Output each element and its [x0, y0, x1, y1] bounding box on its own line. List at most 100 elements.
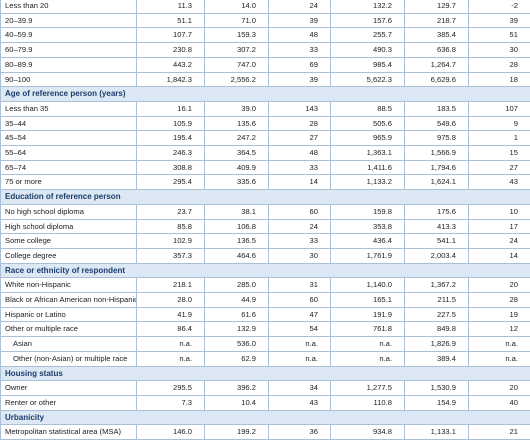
- data-row: Renter or other 7.3 10.4 43 110.8 154.9 40: [0, 394, 530, 411]
- cell: 490.3: [330, 42, 405, 58]
- cell: 16.1: [136, 100, 205, 117]
- cell: 60: [268, 203, 331, 220]
- cell: 1,566.9: [404, 145, 469, 161]
- cell: 135.6: [204, 115, 269, 132]
- cell: 285.0: [204, 277, 269, 294]
- row-label: Renter or other: [0, 394, 137, 411]
- cell: 39: [268, 71, 331, 88]
- cell: 107: [468, 100, 530, 117]
- cell: 51.1: [136, 12, 205, 29]
- cell: 24: [268, 218, 331, 235]
- cell: 86.4: [136, 321, 205, 338]
- cell: 23.7: [136, 203, 205, 220]
- cell: 27: [468, 159, 530, 176]
- section-row: Age of reference person (years): [0, 86, 530, 102]
- data-row: 55–64 246.3 364.5 48 1,363.1 1,566.9 15: [0, 145, 530, 161]
- cell: 62.9: [204, 350, 269, 367]
- cell: n.a.: [330, 336, 405, 352]
- cell: 41.9: [136, 306, 205, 323]
- data-row: 80–89.9 443.2 747.0 69 985.4 1,264.7 28: [0, 56, 530, 73]
- data-row: 20–39.9 51.1 71.0 39 157.6 218.7 39: [0, 12, 530, 29]
- cell: 33: [268, 159, 331, 176]
- cell: 389.4: [404, 350, 469, 367]
- cell: 38.1: [204, 203, 269, 220]
- cell: 40: [468, 394, 530, 411]
- cell: 30: [268, 247, 331, 264]
- row-label: 40–59.9: [0, 27, 137, 44]
- cell: 14: [468, 247, 530, 264]
- cell: 1,133.1: [404, 424, 469, 441]
- cell: 2,003.4: [404, 247, 469, 264]
- row-label: High school diploma: [0, 218, 137, 235]
- cell: 43: [268, 394, 331, 411]
- cell: 31: [268, 277, 331, 294]
- cell: 106.8: [204, 218, 269, 235]
- cell: 28: [268, 115, 331, 132]
- row-label: 90–100: [0, 71, 137, 88]
- cell: 17: [468, 218, 530, 235]
- section-title: Race or ethnicity of respondent: [0, 262, 530, 279]
- data-row: 65–74 308.8 409.9 33 1,411.6 1,794.6 27: [0, 159, 530, 176]
- cell: 14: [268, 174, 331, 191]
- cell: 34: [268, 380, 331, 396]
- cell: 24: [268, 0, 331, 14]
- cell: 385.4: [404, 27, 469, 44]
- cell: 357.3: [136, 247, 205, 264]
- cell: 1,277.5: [330, 380, 405, 396]
- row-label: Less than 35: [0, 100, 137, 117]
- row-label: Black or African American non-Hispanic: [0, 292, 137, 308]
- cell: -2: [468, 0, 530, 14]
- row-label: 45–54: [0, 130, 137, 147]
- cell: 636.8: [404, 42, 469, 58]
- data-row: 45–54 195.4 247.2 27 965.9 975.8 1: [0, 130, 530, 147]
- row-label: No high school diploma: [0, 203, 137, 220]
- cell: 48: [268, 145, 331, 161]
- data-row: College degree 357.3 464.6 30 1,761.9 2,003.4…: [0, 247, 530, 264]
- row-label: 65–74: [0, 159, 137, 176]
- cell: 110.8: [330, 394, 405, 411]
- cell: 159.8: [330, 203, 405, 220]
- cell: 549.6: [404, 115, 469, 132]
- cell: 353.8: [330, 218, 405, 235]
- cell: 28: [468, 56, 530, 73]
- cell: 11.3: [136, 0, 205, 14]
- cell: n.a.: [468, 336, 530, 352]
- cell: 747.0: [204, 56, 269, 73]
- cell: 246.3: [136, 145, 205, 161]
- row-label: Hispanic or Latino: [0, 306, 137, 323]
- cell: n.a.: [136, 336, 205, 352]
- cell: 36: [268, 424, 331, 441]
- section-title: Age of reference person (years): [0, 86, 530, 102]
- cell: 47: [268, 306, 331, 323]
- cell: 975.8: [404, 130, 469, 147]
- cell: 27: [268, 130, 331, 147]
- data-row: Less than 20 11.3 14.0 24 132.2 129.7 -2: [0, 0, 530, 14]
- cell: 105.9: [136, 115, 205, 132]
- data-row: High school diploma 85.8 106.8 24 353.8 413.3…: [0, 218, 530, 235]
- cell: 15: [468, 145, 530, 161]
- cell: 20: [468, 277, 530, 294]
- cell: 159.3: [204, 27, 269, 44]
- data-row: 40–59.9 107.7 159.3 48 255.7 385.4 51: [0, 27, 530, 44]
- cell: 761.8: [330, 321, 405, 338]
- cell: 157.6: [330, 12, 405, 29]
- cell: 85.8: [136, 218, 205, 235]
- cell: 1,624.1: [404, 174, 469, 191]
- cell: 107.7: [136, 27, 205, 44]
- data-row: White non-Hispanic 218.1 285.0 31 1,140.0 1,3…: [0, 277, 530, 294]
- cell: 183.5: [404, 100, 469, 117]
- cell: 71.0: [204, 12, 269, 29]
- sub-row: Asian n.a. 536.0 n.a. n.a. 1,826.9 n.a.: [0, 336, 530, 352]
- cell: 541.1: [404, 233, 469, 249]
- cell: 1,411.6: [330, 159, 405, 176]
- cell: n.a.: [468, 350, 530, 367]
- cell: 1,842.3: [136, 71, 205, 88]
- cell: 199.2: [204, 424, 269, 441]
- cell: 1,530.9: [404, 380, 469, 396]
- section-row: Housing status: [0, 365, 530, 382]
- cell: 5,622.3: [330, 71, 405, 88]
- row-label: 60–79.9: [0, 42, 137, 58]
- row-label: Other or multiple race: [0, 321, 137, 338]
